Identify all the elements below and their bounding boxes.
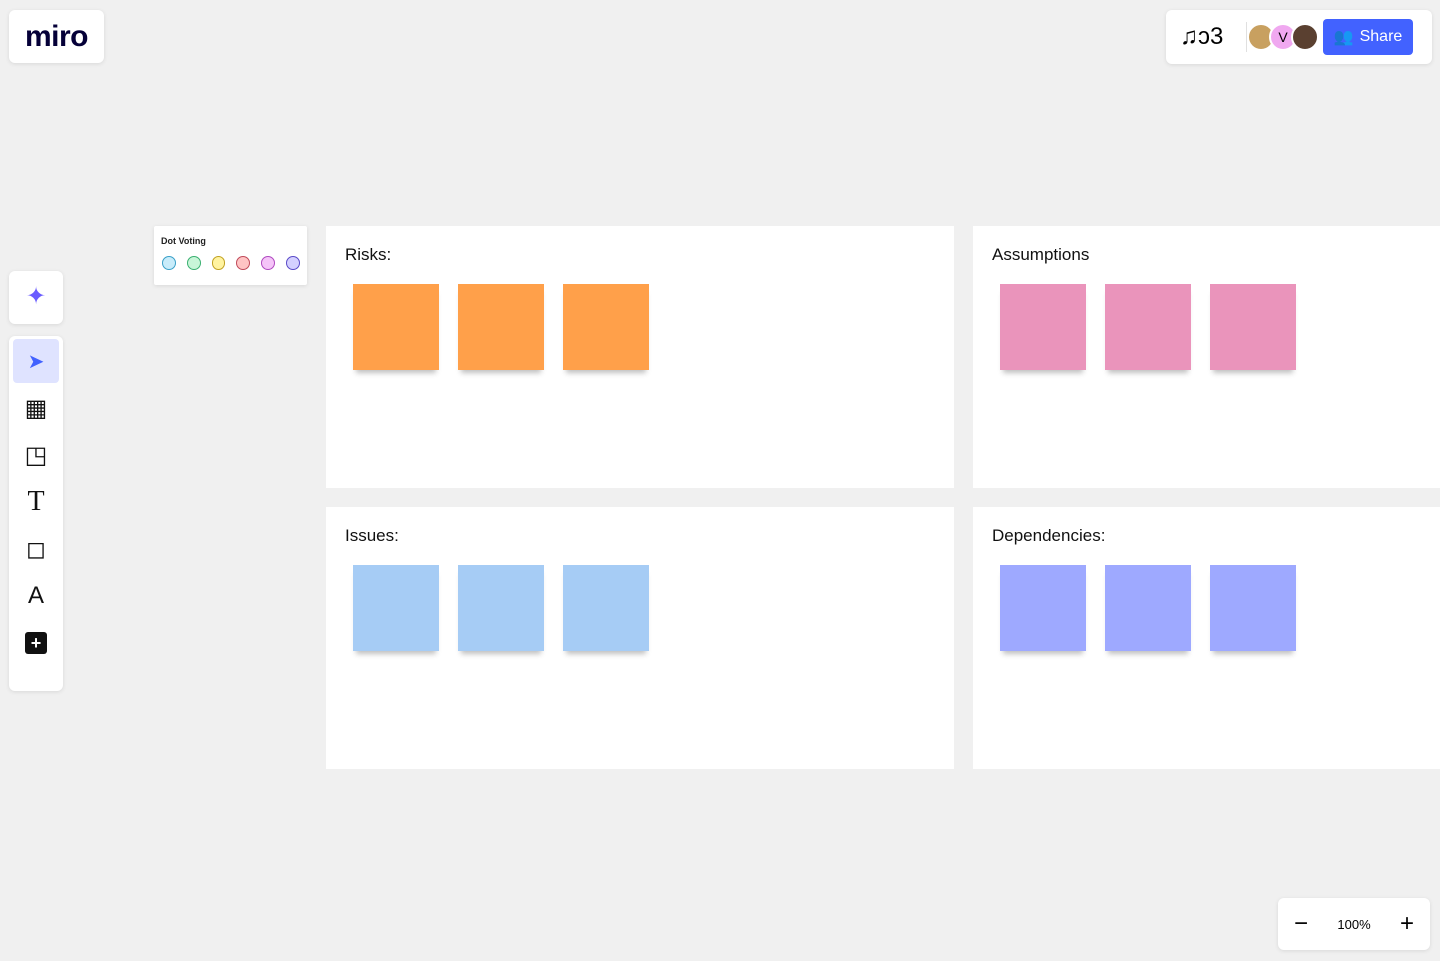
avatar[interactable] (1291, 23, 1319, 51)
sticky-note[interactable] (458, 565, 544, 651)
sticky-note[interactable] (353, 565, 439, 651)
miro-logo[interactable]: miro (9, 10, 104, 63)
board-icon[interactable]: ♫ↄ3 (1180, 23, 1224, 50)
share-label: Share (1359, 28, 1403, 45)
frame-title: Dependencies: (992, 526, 1106, 545)
frame-risks[interactable]: Risks: (326, 226, 954, 488)
more-tools-icon[interactable]: + (13, 621, 59, 665)
plus-icon: + (25, 632, 47, 654)
frame-title: Assumptions (992, 245, 1090, 264)
sticky-note[interactable] (1000, 284, 1086, 370)
dot-voting-title: Dot Voting (161, 236, 206, 246)
vote-dot[interactable] (261, 256, 276, 270)
select-icon[interactable]: ➤ (13, 339, 59, 383)
frame-title: Issues: (345, 526, 399, 545)
shapes-icon[interactable]: ◻ (26, 535, 46, 563)
sticky-note[interactable] (1105, 565, 1191, 651)
sticky-note[interactable] (1000, 565, 1086, 651)
frame-issues[interactable]: Issues: (326, 507, 954, 769)
divider (1246, 22, 1247, 52)
zoom-level[interactable]: 100% (1337, 916, 1371, 932)
sticky-note[interactable] (353, 284, 439, 370)
vote-dot[interactable] (186, 256, 201, 270)
zoom-out-button[interactable]: − (1294, 910, 1309, 937)
sticky-note-icon[interactable]: ◳ (24, 441, 48, 469)
frame-assumptions[interactable]: Assumptions (973, 226, 1440, 488)
sticky-note[interactable] (1210, 284, 1296, 370)
ai-sparkle-icon[interactable]: ✦ (25, 282, 47, 310)
ai-toolbar: ✦ (9, 271, 63, 324)
text-icon[interactable]: T (27, 486, 45, 517)
top-right-bar: ♫ↄ3 V 👥 Share (1166, 10, 1432, 64)
sticky-note[interactable] (458, 284, 544, 370)
sticky-note[interactable] (563, 565, 649, 651)
frame-title: Risks: (345, 245, 392, 264)
avatar[interactable]: V (1269, 23, 1297, 51)
vote-dot[interactable] (211, 256, 226, 270)
zoom-controls: − 100% + (1278, 898, 1430, 950)
avatar[interactable] (1247, 23, 1275, 51)
frame-dependencies[interactable]: Dependencies: (973, 507, 1440, 769)
dot-voting-widget[interactable]: Dot Voting (154, 226, 307, 285)
vote-dot[interactable] (286, 256, 300, 270)
templates-icon[interactable]: ▦ (24, 394, 48, 422)
sticky-note[interactable] (1105, 284, 1191, 370)
vote-dot[interactable] (162, 256, 176, 270)
share-button[interactable]: 👥 Share (1323, 19, 1413, 55)
sticky-note[interactable] (1210, 565, 1296, 651)
main-toolbar: ➤ ▦ ◳ T ◻ A + (9, 336, 63, 691)
pen-icon[interactable]: A (27, 582, 44, 609)
zoom-in-button[interactable]: + (1399, 910, 1414, 937)
vote-dot[interactable] (236, 256, 251, 270)
users-icon: 👥 (1333, 29, 1354, 46)
sticky-note[interactable] (563, 284, 649, 370)
